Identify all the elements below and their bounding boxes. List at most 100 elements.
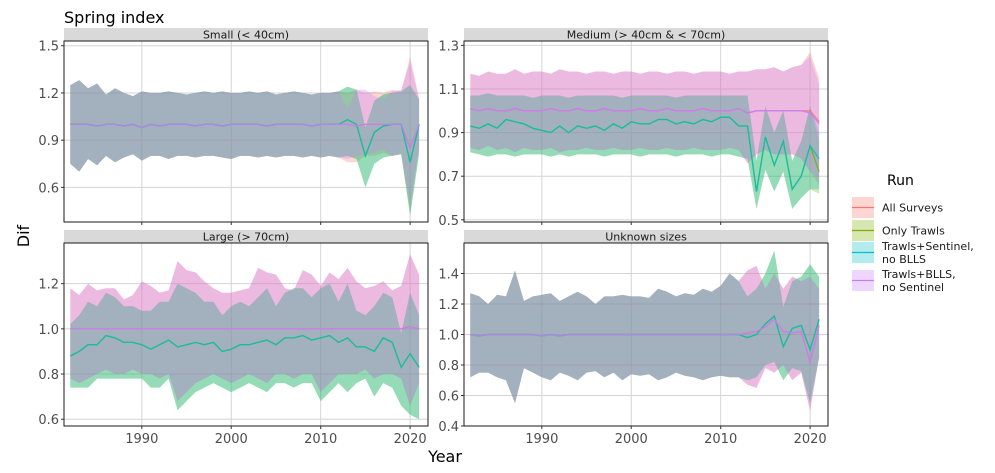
legend-label: Trawls+Sentinel,: [881, 240, 974, 253]
y-axis-title: Dif: [14, 224, 33, 247]
facet-strip: [64, 230, 428, 243]
x-tick-label: 2010: [704, 432, 737, 447]
panel-3: Large (> 70cm) 0.6 0.8 1.0 1.2 1990 2000 2010 20…: [38, 230, 429, 447]
y-tick-label: 0.8: [438, 359, 459, 374]
y-tick-label: 0.6: [38, 181, 59, 196]
facet-title: Large (> 70cm): [203, 231, 290, 244]
y-tick-label: 0.6: [438, 390, 459, 405]
x-axis-title: Year: [427, 447, 462, 466]
legend-item: Trawls+BLLS,no Sentinel: [852, 268, 956, 294]
x-tick-label: 1990: [125, 432, 158, 447]
x-axis: [141, 222, 411, 225]
y-tick-label: 0.9: [38, 134, 59, 149]
ribbon: [470, 265, 820, 411]
ribbons: [470, 250, 820, 411]
ribbon: [470, 93, 820, 209]
y-tick-label: 1.2: [438, 298, 459, 313]
facet-strip: [464, 230, 828, 243]
series-line: [70, 123, 420, 150]
y-tick-label: 0.5: [438, 214, 459, 229]
series-line: [470, 107, 820, 125]
panel-border: [63, 40, 429, 223]
x-tick-label: 2020: [394, 432, 427, 447]
facet-title: Medium (> 40cm & < 70cm): [567, 29, 726, 42]
ribbon: [70, 254, 420, 406]
legend-label: no BLLS: [882, 253, 926, 266]
facet-title: Unknown sizes: [605, 231, 687, 244]
ribbon: [470, 51, 820, 185]
x-tick-label: 2000: [215, 432, 248, 447]
legend-item: Trawls+Sentinel,no BLLS: [852, 240, 974, 266]
series-lines: [70, 118, 420, 163]
facet-strip: [464, 28, 828, 41]
x-tick-label: 2010: [304, 432, 337, 447]
gridlines: [464, 41, 828, 222]
plot-background: [64, 243, 428, 426]
x-tick-label: 2020: [794, 432, 827, 447]
plot-background: [64, 41, 428, 222]
gridlines: [64, 41, 428, 222]
x-axis: 1990 2000 2010 2020: [525, 426, 827, 447]
panel-border: [463, 40, 829, 223]
y-tick-label: 1.4: [438, 268, 459, 283]
ribbons: [470, 51, 820, 209]
legend-label: no Sentinel: [882, 281, 944, 294]
ribbons: [70, 254, 420, 420]
x-axis: 1990 2000 2010 2020: [125, 426, 427, 447]
y-tick-label: 1.5: [38, 40, 59, 55]
panel-2: Medium (> 40cm & < 70cm) 0.5 0.7 0.9 1.1 1.3: [438, 28, 829, 229]
series-lines: [470, 107, 820, 192]
ribbon: [70, 56, 420, 212]
y-tick-label: 0.8: [38, 368, 59, 383]
y-tick-label: 0.7: [438, 170, 459, 185]
x-tick-label: 1990: [525, 432, 558, 447]
ribbon: [70, 283, 420, 420]
ribbon: [470, 250, 820, 404]
series-line: [470, 318, 820, 365]
facet-title: Small (< 40cm): [203, 29, 289, 42]
ribbon: [70, 80, 420, 216]
panel-4: Unknown sizes 0.4 0.6 0.8 1.0 1.2 1.4 1990 2000 2…: [438, 230, 829, 447]
panel-1: Small (< 40cm) 0.6 0.9 1.2 1.5: [38, 28, 429, 225]
y-axis: 0.6 0.8 1.0 1.2: [38, 278, 64, 428]
y-axis: 0.4 0.6 0.8 1.0 1.2 1.4: [438, 268, 464, 435]
ribbon: [70, 61, 420, 204]
y-tick-label: 1.1: [438, 83, 459, 98]
panels: Small (< 40cm) 0.6 0.9 1.2 1.5 Medium (> 40cm…: [38, 28, 829, 447]
y-axis: 0.6 0.9 1.2 1.5: [38, 40, 64, 196]
y-tick-label: 1.3: [438, 39, 459, 54]
plot-background: [464, 41, 828, 222]
legend-item: All Surveys: [852, 197, 943, 218]
panel-border: [63, 242, 429, 427]
ribbon: [470, 93, 820, 209]
legend-title: Run: [887, 173, 914, 189]
series-line: [70, 325, 420, 330]
series-line: [70, 334, 420, 369]
ribbon: [470, 56, 820, 179]
ribbon: [470, 250, 820, 404]
y-tick-label: 1.0: [38, 323, 59, 338]
ribbons: [70, 56, 420, 216]
legend-label: Only Trawls: [882, 225, 945, 238]
legend-item: Only Trawls: [852, 220, 945, 241]
x-tick-label: 2000: [615, 432, 648, 447]
y-tick-label: 0.6: [38, 413, 59, 428]
y-tick-label: 0.4: [438, 420, 459, 435]
series-lines: [70, 325, 420, 369]
legend-label: Trawls+BLLS,: [881, 268, 956, 281]
ribbon: [70, 283, 420, 420]
y-axis: 0.5 0.7 0.9 1.1 1.3: [438, 39, 464, 229]
legend-label: All Surveys: [882, 202, 943, 215]
y-tick-label: 1.0: [438, 329, 459, 344]
facet-strip: [64, 28, 428, 41]
y-tick-label: 1.2: [38, 87, 59, 102]
y-tick-label: 1.2: [38, 278, 59, 293]
chart-title: Spring index: [64, 8, 165, 27]
ribbon: [470, 265, 820, 411]
legend: Run All Surveys Only Trawls Trawls+Sentinel…: [852, 173, 974, 294]
x-axis: [541, 222, 811, 225]
ribbon: [70, 80, 420, 216]
ribbon: [70, 254, 420, 406]
series-lines: [470, 315, 820, 365]
